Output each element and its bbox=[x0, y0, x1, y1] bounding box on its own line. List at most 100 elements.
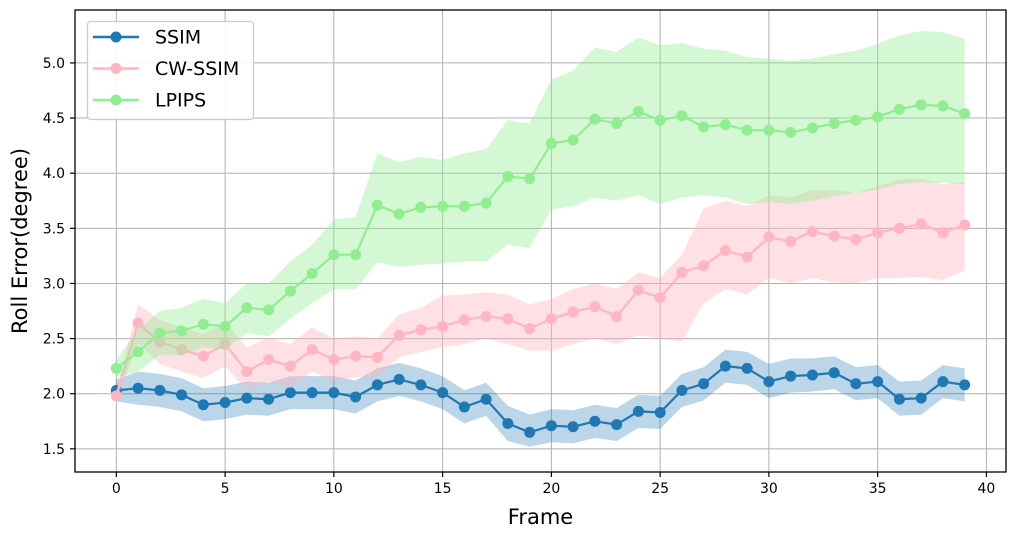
y-tick-label: 5.0 bbox=[43, 56, 65, 72]
x-tick-label: 25 bbox=[651, 481, 669, 497]
legend-label-ssim: SSIM bbox=[155, 27, 201, 49]
y-tick-label: 2.0 bbox=[43, 387, 65, 403]
data-point-cw-ssim bbox=[284, 360, 296, 372]
data-point-ssim bbox=[632, 405, 644, 417]
data-point-cw-ssim bbox=[197, 350, 209, 362]
series-line-ssim bbox=[116, 365, 965, 434]
data-point-cw-ssim bbox=[458, 314, 470, 326]
data-point-lpips bbox=[850, 114, 862, 126]
series-line-lpips bbox=[115, 103, 966, 370]
data-point-ssim bbox=[154, 384, 166, 396]
data-point-lpips bbox=[893, 103, 905, 115]
legend-marker-ssim bbox=[110, 31, 122, 43]
y-tick-label: 1.5 bbox=[43, 442, 65, 458]
y-tick-label: 4.5 bbox=[43, 111, 65, 127]
data-point-lpips bbox=[176, 325, 188, 337]
data-point-cw-ssim bbox=[698, 260, 710, 272]
data-point-ssim bbox=[741, 362, 753, 374]
data-point-cw-ssim bbox=[785, 236, 797, 248]
data-point-ssim bbox=[959, 379, 971, 391]
x-tick-label: 30 bbox=[760, 481, 778, 497]
data-point-ssim bbox=[763, 376, 775, 388]
data-point-lpips bbox=[741, 124, 753, 136]
data-point-cw-ssim bbox=[959, 219, 971, 231]
data-point-lpips bbox=[828, 118, 840, 130]
data-point-ssim bbox=[437, 387, 449, 399]
data-point-lpips bbox=[937, 100, 949, 112]
data-point-cw-ssim bbox=[219, 338, 231, 350]
data-point-lpips bbox=[371, 199, 383, 211]
data-point-cw-ssim bbox=[828, 230, 840, 242]
data-point-lpips bbox=[806, 122, 818, 134]
data-point-lpips bbox=[132, 346, 144, 358]
y-tick-label: 3.5 bbox=[43, 221, 65, 237]
x-tick-label: 20 bbox=[542, 481, 560, 497]
data-point-ssim bbox=[893, 393, 905, 405]
x-tick-label: 5 bbox=[221, 481, 230, 497]
data-point-ssim bbox=[350, 391, 362, 403]
legend-label-cw-ssim: CW-SSIM bbox=[155, 58, 239, 80]
data-point-lpips bbox=[284, 285, 296, 297]
y-tick-label: 2.5 bbox=[43, 332, 65, 348]
data-point-ssim bbox=[306, 387, 318, 399]
data-point-ssim bbox=[676, 384, 688, 396]
data-point-cw-ssim bbox=[328, 354, 340, 366]
data-point-cw-ssim bbox=[524, 323, 536, 335]
legend-marker-cw-ssim bbox=[110, 63, 122, 74]
data-point-lpips bbox=[393, 208, 405, 220]
data-point-lpips bbox=[698, 121, 710, 133]
data-point-ssim bbox=[828, 367, 840, 379]
data-point-cw-ssim bbox=[176, 344, 188, 356]
data-point-cw-ssim bbox=[545, 313, 557, 325]
x-tick-label: 40 bbox=[978, 481, 996, 497]
data-point-lpips bbox=[915, 99, 927, 111]
data-point-cw-ssim bbox=[850, 233, 862, 245]
data-point-lpips bbox=[502, 170, 514, 182]
data-point-lpips bbox=[632, 105, 644, 117]
data-point-cw-ssim bbox=[350, 350, 362, 362]
data-point-lpips bbox=[197, 318, 209, 330]
data-point-cw-ssim bbox=[415, 324, 427, 336]
data-point-cw-ssim bbox=[502, 313, 514, 325]
data-point-lpips bbox=[872, 111, 884, 123]
legend-marker-lpips bbox=[110, 94, 122, 106]
data-point-ssim bbox=[611, 419, 623, 431]
data-point-lpips bbox=[676, 110, 688, 122]
data-point-cw-ssim bbox=[654, 292, 666, 304]
data-point-ssim bbox=[219, 397, 231, 409]
data-point-cw-ssim bbox=[611, 311, 623, 323]
data-point-ssim bbox=[393, 373, 405, 385]
legend-label-lpips: LPIPS bbox=[155, 90, 206, 112]
data-point-cw-ssim bbox=[241, 366, 253, 378]
data-point-lpips bbox=[654, 114, 666, 126]
data-point-lpips bbox=[458, 200, 470, 212]
y-tick-label: 3.0 bbox=[43, 276, 65, 292]
data-point-ssim bbox=[502, 417, 514, 429]
data-point-lpips bbox=[719, 119, 731, 131]
data-point-cw-ssim bbox=[480, 311, 492, 323]
data-point-ssim bbox=[524, 426, 536, 438]
data-point-cw-ssim bbox=[306, 344, 318, 356]
data-point-lpips bbox=[437, 200, 449, 212]
data-point-cw-ssim bbox=[937, 227, 949, 239]
data-point-lpips bbox=[524, 173, 536, 185]
legend-box bbox=[86, 20, 255, 121]
data-point-ssim bbox=[458, 401, 470, 413]
data-point-ssim bbox=[806, 369, 818, 381]
series-line-cw-ssim bbox=[115, 222, 966, 397]
data-point-ssim bbox=[915, 392, 927, 404]
data-point-lpips bbox=[763, 124, 775, 136]
data-point-ssim bbox=[480, 393, 492, 405]
x-tick-label: 0 bbox=[112, 481, 121, 497]
data-point-ssim bbox=[284, 387, 296, 399]
data-point-ssim bbox=[415, 379, 427, 391]
data-point-cw-ssim bbox=[676, 266, 688, 278]
data-point-cw-ssim bbox=[915, 218, 927, 230]
data-point-lpips bbox=[589, 113, 601, 125]
data-point-ssim bbox=[719, 360, 731, 372]
data-point-cw-ssim bbox=[110, 390, 122, 402]
data-point-lpips bbox=[154, 327, 166, 339]
data-point-cw-ssim bbox=[763, 231, 775, 243]
